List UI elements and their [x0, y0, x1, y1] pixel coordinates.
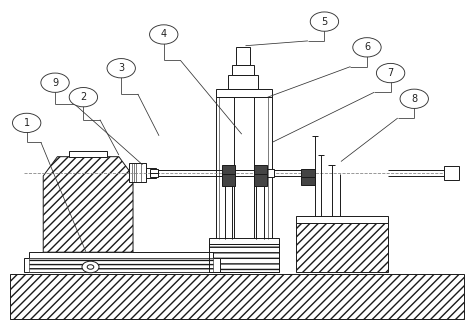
Bar	[296, 215, 388, 223]
Bar	[236, 47, 250, 65]
Bar	[216, 89, 272, 97]
Text: 5: 5	[321, 16, 328, 26]
Circle shape	[376, 63, 405, 83]
Bar	[24, 258, 220, 273]
Bar	[232, 65, 254, 75]
Bar	[254, 165, 267, 174]
Circle shape	[69, 88, 98, 107]
Text: 2: 2	[80, 92, 87, 102]
Circle shape	[12, 113, 41, 132]
Text: 9: 9	[52, 78, 58, 88]
Polygon shape	[43, 157, 133, 252]
Bar	[254, 174, 267, 186]
Text: 6: 6	[364, 42, 370, 52]
Circle shape	[87, 265, 94, 269]
Text: 7: 7	[387, 68, 394, 78]
Circle shape	[150, 25, 178, 44]
Circle shape	[107, 58, 136, 78]
Text: 3: 3	[118, 63, 124, 73]
Bar	[444, 166, 459, 180]
Bar	[296, 223, 388, 273]
Text: 4: 4	[161, 29, 167, 39]
Circle shape	[310, 12, 338, 31]
Bar	[301, 169, 315, 177]
Bar	[146, 168, 156, 178]
Circle shape	[82, 261, 99, 273]
Text: 1: 1	[24, 118, 30, 128]
Bar	[209, 244, 279, 273]
Bar	[150, 169, 158, 177]
Bar	[264, 169, 274, 177]
Bar	[301, 177, 315, 185]
Bar	[222, 174, 235, 186]
Bar	[69, 151, 107, 157]
Bar	[216, 97, 234, 239]
Text: 8: 8	[411, 94, 417, 104]
Bar	[222, 165, 235, 174]
Circle shape	[400, 89, 428, 109]
Circle shape	[41, 73, 69, 92]
Bar	[209, 244, 279, 273]
Bar	[254, 97, 272, 239]
Bar	[209, 238, 279, 244]
Circle shape	[353, 38, 381, 57]
Bar	[29, 258, 213, 273]
Bar	[29, 252, 213, 258]
Bar	[10, 274, 464, 319]
Bar	[228, 75, 258, 89]
Bar	[129, 163, 146, 182]
